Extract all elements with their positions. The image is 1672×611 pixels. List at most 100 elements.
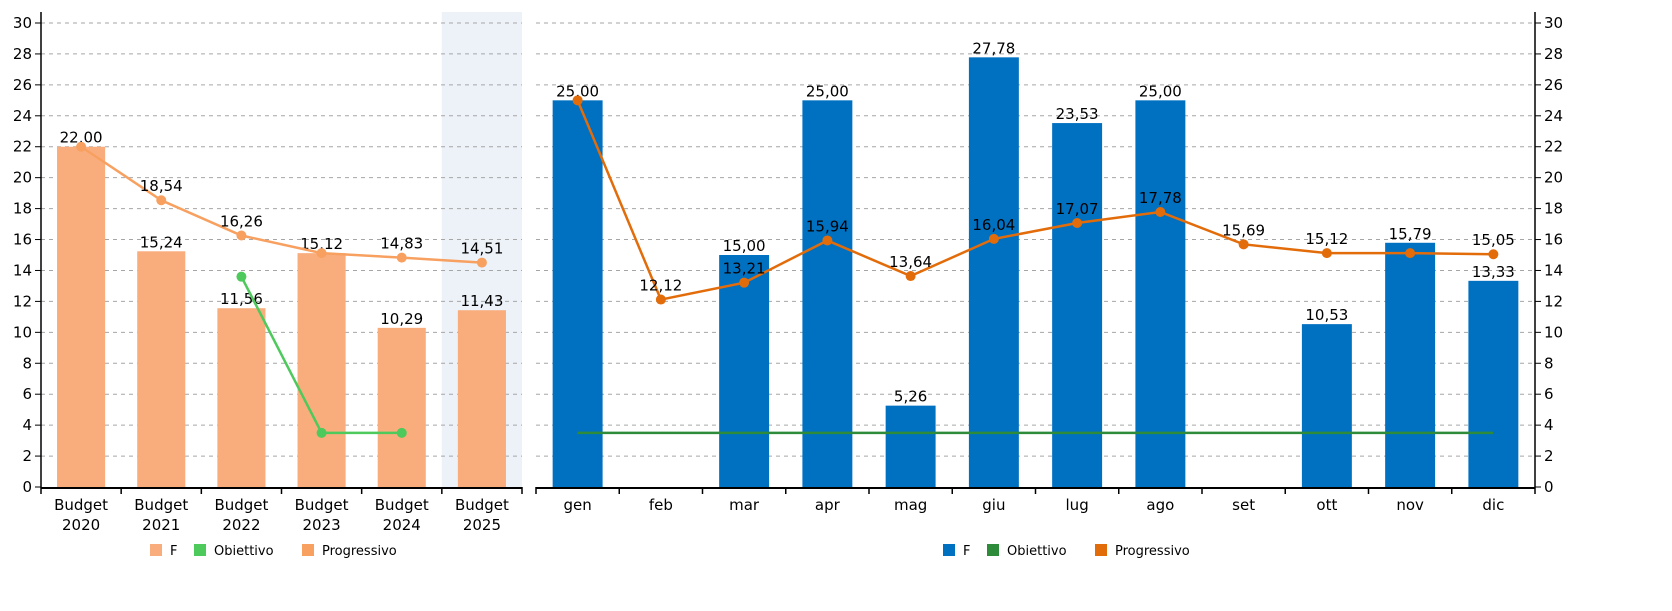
line-point-progressivo: [572, 95, 583, 106]
x-tick-label: 2023: [302, 516, 340, 534]
line-point-progressivo: [156, 195, 167, 206]
y-tick-label: 0: [22, 478, 32, 496]
line-data-label: 16,04: [972, 216, 1015, 234]
x-tick-label: gen: [563, 496, 591, 514]
line-point-obiettivo: [236, 271, 247, 282]
legend-swatch-f: [943, 544, 955, 556]
legend-label-obiettivo: Obiettivo: [214, 544, 274, 559]
line-point-obiettivo: [396, 427, 407, 438]
legend-swatch-obiettivo: [987, 544, 999, 556]
line-point-progressivo: [1238, 239, 1249, 250]
line-progressivo: [80, 145, 482, 264]
line-point-progressivo: [236, 230, 247, 241]
x-tick-label: Budget: [214, 496, 268, 514]
legend-swatch-f: [150, 544, 162, 556]
x-tick-label: nov: [1396, 496, 1424, 514]
line-data-label: 14,83: [380, 235, 423, 253]
line-point-progressivo: [1488, 249, 1499, 260]
x-tick-label: giu: [982, 496, 1005, 514]
line-point-progressivo: [76, 141, 87, 152]
legend-label-progressivo: Progressivo: [322, 544, 397, 559]
bar-data-label: 25,00: [806, 82, 849, 100]
bar-data-label: 15,12: [300, 235, 343, 253]
bar-data-label: 13,33: [1472, 263, 1515, 281]
bar-budget-2025: [457, 310, 506, 487]
x-tick-label: Budget: [455, 496, 509, 514]
bar-budget-2021: [137, 251, 186, 487]
line-data-label: 13,21: [723, 260, 766, 278]
bar-data-label: 10,53: [1305, 306, 1348, 324]
line-data-label: 16,26: [220, 213, 263, 231]
line-point-progressivo: [1155, 207, 1166, 218]
line-point-progressivo: [1072, 217, 1083, 228]
bar-data-label: 5,26: [894, 388, 927, 406]
legend-label-f: F: [170, 544, 177, 559]
bar-data-label: 27,78: [972, 39, 1015, 57]
y-tick-label: 24: [1544, 107, 1563, 125]
line-data-label: 15,12: [1305, 230, 1348, 248]
x-tick-label: dic: [1482, 496, 1504, 514]
bar-data-label: 15,79: [1389, 225, 1432, 243]
y-tick-label: 10: [1544, 323, 1563, 341]
y-tick-label: 18: [1544, 200, 1563, 218]
line-point-progressivo: [739, 277, 750, 288]
y-tick-label: 18: [13, 200, 32, 218]
y-tick-label: 10: [13, 323, 32, 341]
bar-dic: [1468, 280, 1519, 487]
bar-mar: [719, 255, 770, 487]
y-tick-label: 8: [22, 354, 32, 372]
y-tick-label: 16: [1544, 231, 1563, 249]
line-data-label: 17,07: [1056, 200, 1099, 218]
y-tick-label: 6: [22, 385, 32, 403]
line-point-progressivo: [1321, 248, 1332, 259]
legend-label-progressivo: Progressivo: [1115, 544, 1190, 559]
y-tick-label: 12: [13, 292, 32, 310]
bar-budget-2020: [57, 146, 106, 487]
bar-data-label: 25,00: [556, 82, 599, 100]
y-tick-label: 16: [13, 231, 32, 249]
line-point-progressivo: [822, 235, 833, 246]
x-tick-label: ott: [1316, 496, 1337, 514]
x-tick-label: Budget: [54, 496, 108, 514]
y-tick-label: 22: [13, 138, 32, 156]
bar-apr: [802, 100, 853, 487]
y-tick-label: 28: [1544, 45, 1563, 63]
x-tick-label: 2021: [142, 516, 180, 534]
line-point-progressivo: [316, 248, 327, 259]
bar-lug: [1052, 123, 1103, 487]
line-data-label: 12,12: [639, 277, 682, 295]
x-tick-label: mar: [729, 496, 760, 514]
line-point-progressivo: [905, 271, 916, 282]
bar-gen: [552, 100, 603, 487]
x-tick-label: 2022: [222, 516, 260, 534]
legend-label-obiettivo: Obiettivo: [1007, 544, 1067, 559]
line-data-label: 15,69: [1222, 221, 1265, 239]
line-progressivo: [576, 99, 1494, 301]
y-tick-label: 28: [13, 45, 32, 63]
line-data-label: 15,94: [806, 217, 849, 235]
bar-ago: [1135, 100, 1186, 487]
legend-swatch-progressivo: [1095, 544, 1107, 556]
legend-swatch-obiettivo: [194, 544, 206, 556]
x-tick-label: set: [1232, 496, 1255, 514]
line-point-progressivo: [988, 233, 999, 244]
bar-data-label: 15,24: [140, 233, 183, 251]
bar-budget-2022: [217, 308, 266, 487]
x-tick-label: apr: [815, 496, 841, 514]
y-tick-label: 20: [13, 169, 32, 187]
x-tick-label: Budget: [375, 496, 429, 514]
y-tick-label: 14: [13, 261, 32, 279]
bar-data-label: 25,00: [1139, 82, 1182, 100]
bar-data-label: 22,00: [60, 129, 103, 147]
line-data-label: 15,05: [1472, 231, 1515, 249]
line-point-progressivo: [655, 294, 666, 305]
x-tick-label: Budget: [295, 496, 349, 514]
y-tick-label: 30: [1544, 14, 1563, 32]
y-tick-label: 8: [1544, 354, 1554, 372]
bar-data-label: 15,00: [723, 237, 766, 255]
bar-data-label: 11,56: [220, 290, 263, 308]
line-point-progressivo: [396, 252, 407, 263]
y-tick-label: 22: [1544, 138, 1563, 156]
y-tick-label: 20: [1544, 169, 1563, 187]
x-tick-label: feb: [649, 496, 673, 514]
